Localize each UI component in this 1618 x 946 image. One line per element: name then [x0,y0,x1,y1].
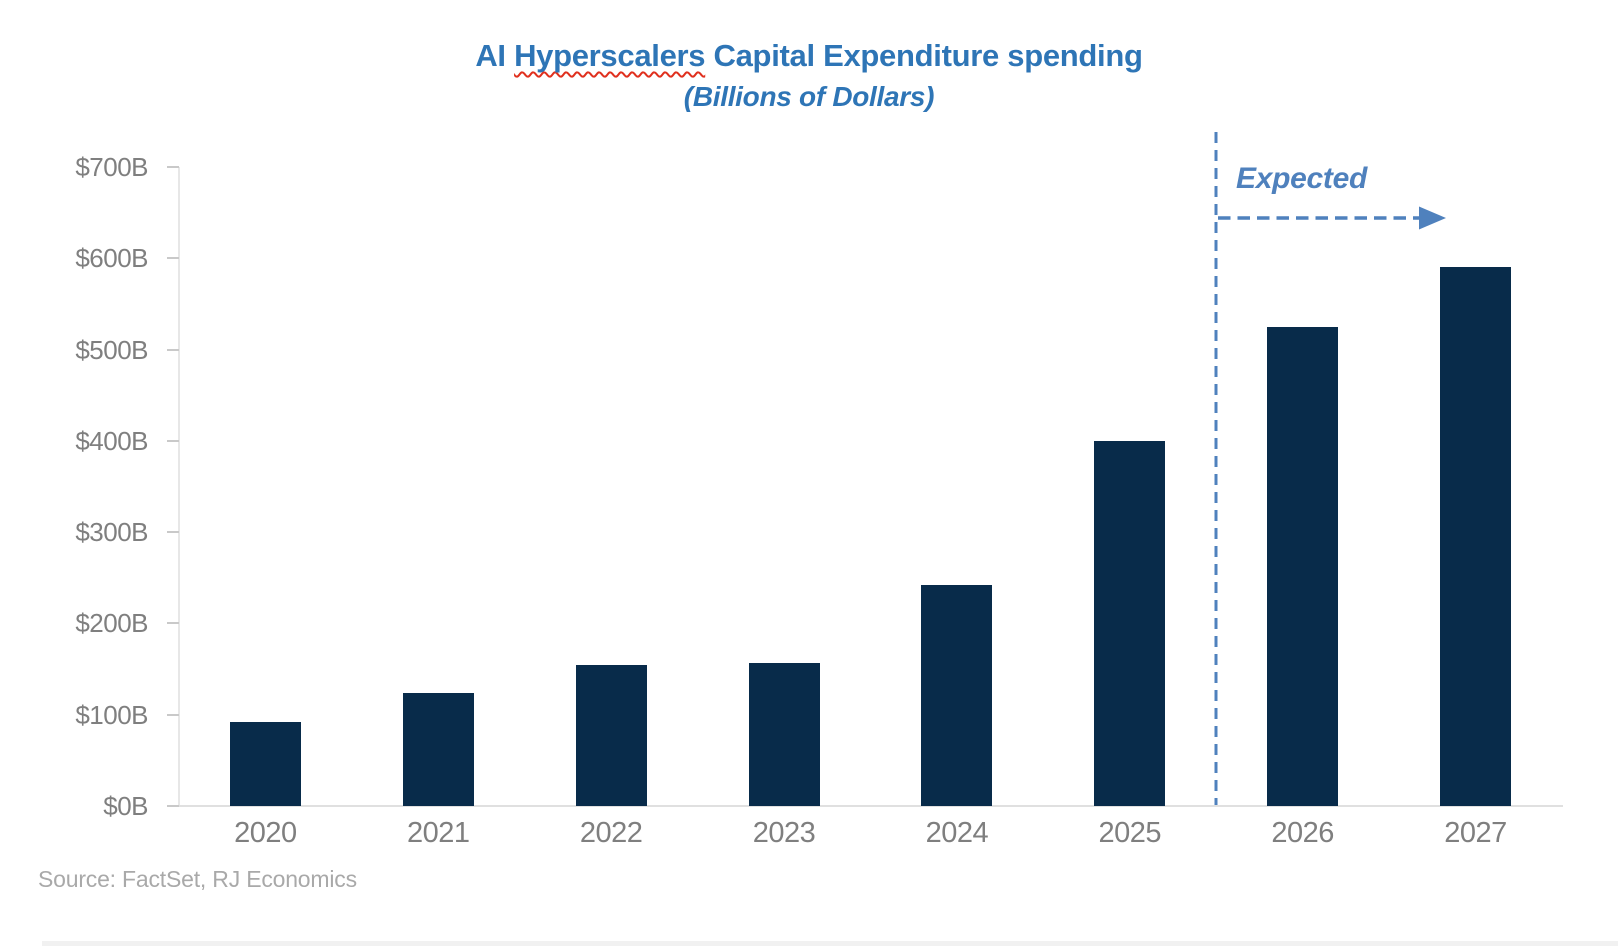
chart-subtitle: (Billions of Dollars) [683,81,935,112]
bar-2020 [229,722,301,806]
title-misspelled-word: Hyperscalers [514,38,706,73]
y-axis-label-0B: $0B [103,791,148,821]
y-axis-tick [167,348,179,351]
bottom-divider-line [42,941,1618,946]
y-axis-label-700B: $700B [75,152,148,182]
x-axis-label-2023: 2023 [752,817,816,849]
x-axis-label-2024: 2024 [925,817,989,849]
y-axis-tick [167,439,179,442]
x-axis-label-2026: 2026 [1271,817,1334,849]
y-axis-tick [167,257,179,260]
bar-2025 [1094,440,1166,806]
chart-header: AI Hyperscalers Capital Expenditure spen… [0,36,1618,115]
title-prefix: AI [475,38,515,73]
x-axis-label-2020: 2020 [234,817,297,849]
y-axis-tick [167,531,179,534]
y-axis-line [178,167,180,806]
bar-2024 [921,585,993,806]
y-axis-label-200B: $200B [75,608,148,639]
y-axis-label-100B: $100B [75,699,148,730]
bar-2027 [1440,267,1512,806]
chart-title: AI Hyperscalers Capital Expenditure spen… [0,36,1618,76]
title-suffix: Capital Expenditure spending [705,38,1143,73]
x-axis-line [179,805,1563,807]
x-axis-label-2021: 2021 [407,817,470,849]
y-axis-tick [167,622,179,625]
bar-2022 [575,664,647,806]
expected-annotation-label: Expected [1236,162,1367,195]
x-axis-label-2022: 2022 [579,817,643,849]
bar-2021 [402,692,474,806]
bar-2023 [748,662,820,806]
y-axis-tick [167,713,179,716]
y-axis-label-300B: $300B [75,517,148,548]
x-axis-label-2027: 2027 [1444,817,1507,849]
x-axis-label-2025: 2025 [1098,817,1162,849]
y-axis-tick [167,805,179,807]
y-axis-label-400B: $400B [75,425,148,456]
source-note: Source: FactSet, RJ Economics [38,866,357,892]
y-axis-label-600B: $600B [75,243,148,274]
y-axis-label-500B: $500B [75,334,148,365]
bar-2026 [1267,326,1339,806]
y-axis-tick [167,166,179,168]
